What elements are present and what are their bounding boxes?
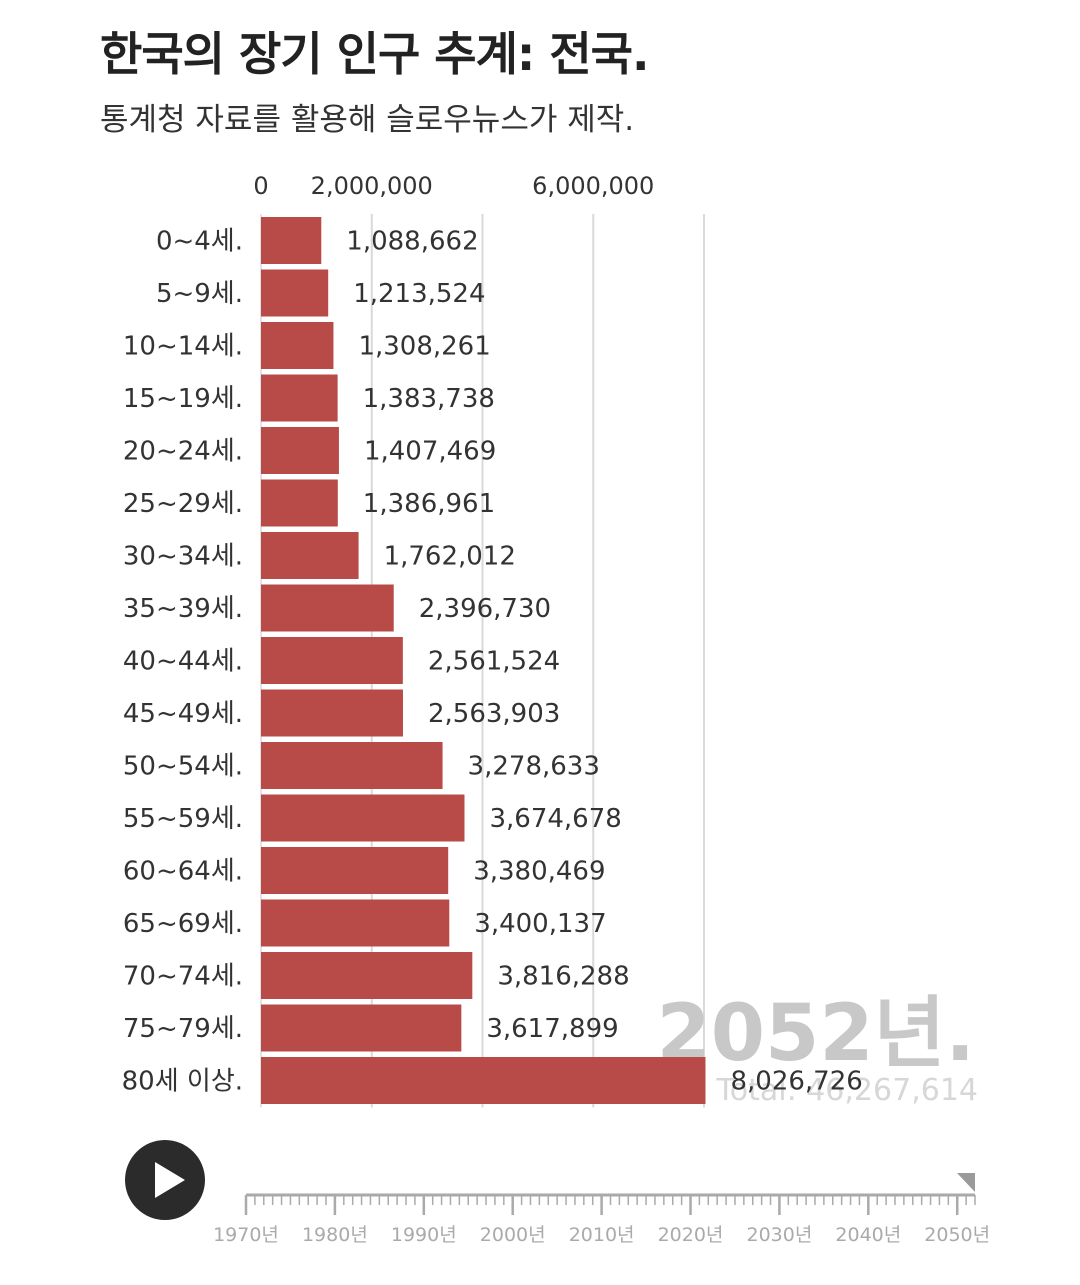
- page-title: 한국의 장기 인구 추계: 전국.: [100, 27, 649, 81]
- category-label-6: 30~34세.: [123, 542, 243, 572]
- category-label-2: 10~14세.: [123, 332, 243, 362]
- category-label-9: 45~49세.: [123, 699, 243, 729]
- total-population-label: Total: 46,267,614: [716, 1073, 978, 1108]
- x-tick-label-1: 2,000,000: [311, 172, 433, 200]
- category-label-7: 35~39세.: [123, 594, 243, 624]
- bar-2: [261, 322, 334, 369]
- bar-6: [261, 532, 359, 579]
- value-label-12: 3,380,469: [473, 857, 605, 887]
- bar-3: [261, 374, 338, 422]
- bar-14: [261, 952, 473, 999]
- category-label-12: 60~64세.: [123, 857, 243, 887]
- value-label-3: 1,383,738: [363, 384, 495, 414]
- category-labels: 0~4세. 5~9세. 10~14세. 15~19세. 20~24세. 25~29세. 30…: [122, 227, 243, 1097]
- value-label-6: 1,762,012: [384, 542, 516, 572]
- bar-1: [261, 269, 329, 317]
- bar-16: [261, 1057, 706, 1104]
- category-label-14: 70~74세.: [123, 962, 243, 992]
- timeline-label-1: 1980년: [302, 1224, 368, 1246]
- value-label-13: 3,400,137: [474, 909, 606, 939]
- category-label-13: 65~69세.: [123, 909, 243, 939]
- value-label-0: 1,088,662: [346, 227, 478, 257]
- value-label-9: 2,563,903: [428, 699, 560, 729]
- category-label-16: 80세 이상.: [122, 1067, 243, 1097]
- bars: [261, 217, 706, 1104]
- timeline-label-6: 2030년: [746, 1224, 812, 1246]
- value-label-14: 3,816,288: [497, 962, 629, 992]
- category-label-10: 50~54세.: [123, 752, 243, 782]
- value-label-5: 1,386,961: [363, 489, 495, 519]
- value-label-4: 1,407,469: [364, 437, 496, 467]
- population-bar-chart: 0 2,000,000 6,000,000 2052년. Total: 46,267…: [122, 172, 978, 1108]
- timeline-label-4: 2010년: [569, 1224, 635, 1246]
- category-label-5: 25~29세.: [123, 489, 243, 519]
- bar-13: [261, 899, 450, 947]
- timeline-label-5: 2020년: [658, 1224, 724, 1246]
- category-label-1: 5~9세.: [156, 279, 243, 309]
- timeline-label-0: 1970년: [213, 1224, 279, 1246]
- value-label-15: 3,617,899: [486, 1014, 618, 1044]
- category-label-4: 20~24세.: [123, 437, 243, 467]
- page-subtitle: 통계청 자료를 활용해 슬로우뉴스가 제작.: [100, 102, 635, 138]
- timeline-label-3: 2000년: [480, 1224, 546, 1246]
- bar-9: [261, 689, 403, 737]
- category-label-11: 55~59세.: [123, 804, 243, 834]
- bar-0: [261, 217, 322, 264]
- value-label-8: 2,561,524: [428, 647, 560, 677]
- timeline-handle[interactable]: [957, 1173, 975, 1192]
- timeline-label-2: 1990년: [391, 1224, 457, 1246]
- value-label-10: 3,278,633: [468, 752, 600, 782]
- value-label-1: 1,213,524: [353, 279, 485, 309]
- bar-7: [261, 584, 394, 632]
- value-label-16: 8,026,726: [730, 1067, 862, 1097]
- x-axis-ticks: 0 2,000,000 6,000,000: [253, 172, 654, 200]
- bar-8: [261, 637, 403, 684]
- bar-4: [261, 427, 339, 474]
- category-label-0: 0~4세.: [156, 227, 243, 257]
- bar-11: [261, 794, 465, 842]
- value-label-7: 2,396,730: [419, 594, 551, 624]
- timeline-label-7: 2040년: [835, 1224, 901, 1246]
- bar-15: [261, 1004, 462, 1052]
- x-tick-label-0: 0: [253, 172, 268, 200]
- bar-12: [261, 847, 449, 894]
- value-label-2: 1,308,261: [358, 332, 490, 362]
- category-label-8: 40~44세.: [123, 647, 243, 677]
- bar-5: [261, 479, 338, 527]
- play-button[interactable]: [125, 1140, 205, 1220]
- timeline-label-8: 2050년: [924, 1224, 990, 1246]
- category-label-15: 75~79세.: [123, 1014, 243, 1044]
- play-icon: [155, 1162, 185, 1198]
- category-label-3: 15~19세.: [123, 384, 243, 414]
- current-year-label: 2052년.: [657, 989, 975, 1079]
- value-labels: 1,088,662 1,213,524 1,308,261 1,383,738 1,40…: [346, 227, 863, 1097]
- bar-10: [261, 742, 443, 789]
- x-tick-label-2: 6,000,000: [532, 172, 654, 200]
- value-label-11: 3,674,678: [489, 804, 621, 834]
